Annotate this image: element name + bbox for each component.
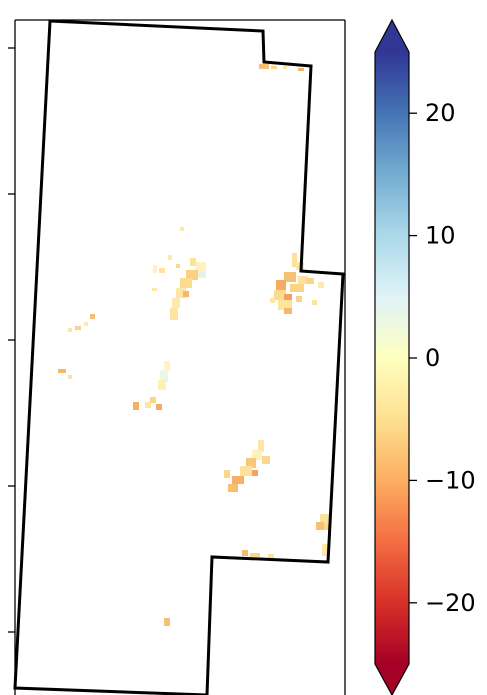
footprint-outline <box>13 19 345 695</box>
colorbar: 20 10 0 −10 −20 <box>374 18 476 695</box>
pixel-cluster-upper-right <box>270 253 324 314</box>
pixel-cluster-top <box>259 64 304 71</box>
colorbar-outline <box>374 18 410 695</box>
colorbar-extend-max <box>375 20 409 52</box>
colorbar-extend-min <box>375 664 409 695</box>
pixel-cluster-middle <box>133 361 170 410</box>
colorbar-ticks: 20 10 0 −10 −20 <box>409 99 476 617</box>
colorbar-tick-label: −20 <box>425 589 476 617</box>
map-axes <box>8 19 346 695</box>
data-pixels <box>58 64 330 626</box>
pixel-cluster-scattered <box>58 314 95 379</box>
pixel-cluster-upper-left <box>152 227 206 320</box>
colorbar-tick-label: 20 <box>425 99 456 127</box>
pixel-cluster-bottom <box>164 550 274 626</box>
colorbar-tick-label: 10 <box>425 222 456 250</box>
pixel-cluster-lower <box>224 440 270 492</box>
colorbar-tick-label: 0 <box>425 344 440 372</box>
colorbar-gradient <box>375 52 409 664</box>
colorbar-tick-label: −10 <box>425 466 476 494</box>
y-axis-ticks <box>8 47 15 633</box>
pixel-cluster-right-edge <box>316 514 330 556</box>
